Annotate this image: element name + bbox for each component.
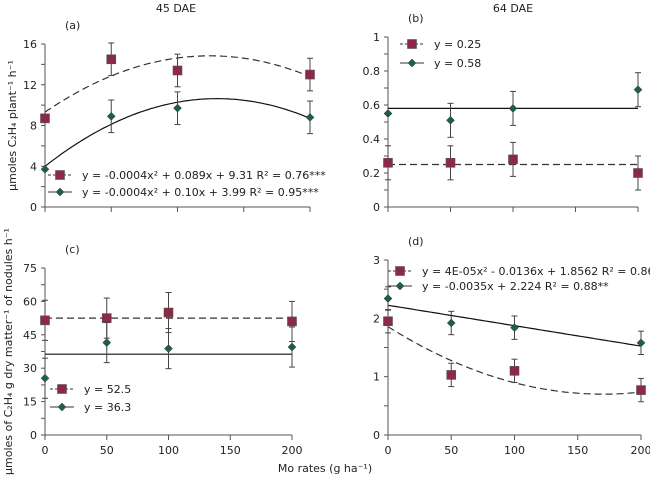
y-tick-label: 1 [373, 31, 380, 44]
y-tick-label: 3 [373, 254, 380, 267]
legend-marker-square [407, 39, 417, 49]
panel-b: (b) 0 0.2 0.4 0.6 0.8 1 y = 0.25 y = 0.58 [363, 12, 643, 214]
column-title-45: 45 DAE [156, 2, 196, 15]
panel-c: (c) 0 15 30 45 60 75 0 50 100 150 200 µmoles of C₂H₄… [2, 228, 303, 475]
y-tick-label: 12 [23, 79, 37, 92]
legend-label: y = 0.25 [434, 38, 481, 51]
panel-label: (c) [65, 243, 80, 256]
y-tick-label: 0 [30, 201, 37, 214]
x-tick-label: 200 [631, 444, 650, 457]
legend-marker-diamond [55, 187, 65, 197]
panel-d: (d) 0 1 2 3 0 50 100 150 200 y = 4E-05x² - 0.0136x… [373, 235, 650, 457]
y-tick-label: 30 [23, 362, 37, 375]
y-tick-label: 15 [23, 396, 37, 409]
data-point-square [636, 385, 646, 395]
y-tick-label: 16 [23, 38, 37, 51]
y-tick-label: 4 [30, 160, 37, 173]
data-point-diamond [102, 338, 112, 347]
data-point-diamond [173, 103, 182, 113]
legend-label: y = 52.5 [84, 383, 131, 396]
legend-label: y = 4E-05x² - 0.0136x + 1.8562 R² = 0.86… [422, 265, 650, 278]
data-point-diamond [305, 112, 315, 122]
data-point-diamond [636, 338, 646, 348]
data-point-diamond [106, 111, 116, 121]
legend-label: y = 36.3 [84, 401, 131, 414]
data-point-diamond [508, 104, 518, 113]
legend-label: y = -0.0035x + 2.224 R² = 0.88** [422, 280, 609, 293]
data-point-diamond [164, 344, 173, 353]
legend-marker-diamond [395, 281, 405, 291]
x-tick-label: 150 [567, 444, 588, 457]
y-tick-label: 0 [373, 429, 380, 442]
column-title-64: 64 DAE [493, 2, 533, 15]
y-axis-label: µmoles of C₂H₄ g dry matter⁻¹ of nodules… [2, 228, 15, 475]
data-point-square [101, 313, 112, 323]
y-tick-label: 1 [373, 371, 380, 384]
y-tick-label: 2 [373, 312, 380, 325]
x-tick-label: 50 [444, 444, 458, 457]
y-tick-label: 0.4 [363, 133, 381, 146]
data-point-diamond [40, 373, 50, 383]
panel-label: (d) [408, 235, 424, 248]
legend-marker-square [55, 170, 65, 180]
data-point-square [106, 54, 117, 65]
data-point-square [163, 307, 174, 318]
panel-a: (a) 0 4 8 12 16 µmoles C₂H₄ plant⁻¹ h⁻¹ y = -0.… [6, 19, 326, 214]
data-point-square [172, 65, 183, 76]
y-tick-label: 60 [23, 295, 37, 308]
data-point-square [40, 113, 50, 124]
x-tick-label: 150 [220, 444, 241, 457]
x-tick-label: 0 [42, 444, 49, 457]
x-axis-label: Mo rates (g ha⁻¹) [278, 462, 372, 475]
legend-marker-square [395, 266, 405, 276]
legend-label: y = 0.58 [434, 57, 481, 70]
x-tick-label: 100 [504, 444, 525, 457]
data-point-diamond [40, 164, 50, 174]
data-point-diamond [510, 323, 519, 333]
y-tick-label: 0.6 [363, 99, 381, 112]
legend-marker-diamond [407, 58, 417, 68]
legend-label: y = -0.0004x² + 0.10x + 3.99 R² = 0.95**… [82, 186, 319, 199]
data-point-square [383, 316, 393, 327]
y-tick-label: 0.2 [363, 167, 381, 180]
y-tick-label: 0 [30, 429, 37, 442]
data-point-diamond [383, 109, 393, 118]
data-point-square [305, 69, 315, 80]
y-tick-label: 8 [30, 120, 37, 133]
y-tick-label: 0 [373, 201, 380, 214]
data-point-diamond [446, 115, 455, 125]
x-tick-label: 50 [100, 444, 114, 457]
data-point-square [508, 154, 518, 165]
legend-marker-square [57, 384, 67, 394]
x-tick-label: 0 [385, 444, 392, 457]
y-tick-label: 0.8 [363, 65, 381, 78]
y-tick-label: 75 [23, 262, 37, 275]
y-tick-label: 45 [23, 329, 37, 342]
panel-label: (a) [65, 19, 80, 32]
data-point-square [383, 158, 393, 168]
data-point-diamond [383, 294, 393, 303]
data-point-square [40, 315, 50, 326]
legend-marker-diamond [57, 402, 67, 412]
legend-label: y = -0.0004x² + 0.089x + 9.31 R² = 0.76*… [82, 169, 326, 182]
data-point-square [445, 158, 456, 168]
x-tick-label: 200 [282, 444, 303, 457]
data-point-square [287, 316, 297, 327]
data-point-diamond [446, 318, 456, 328]
data-point-diamond [287, 342, 297, 352]
data-point-square [633, 168, 643, 178]
data-point-square [446, 370, 457, 380]
panel-label: (b) [408, 12, 424, 25]
data-point-diamond [633, 85, 643, 95]
x-tick-label: 100 [158, 444, 179, 457]
y-axis-label: µmoles C₂H₄ plant⁻¹ h⁻¹ [6, 60, 19, 191]
data-point-square [509, 366, 520, 376]
